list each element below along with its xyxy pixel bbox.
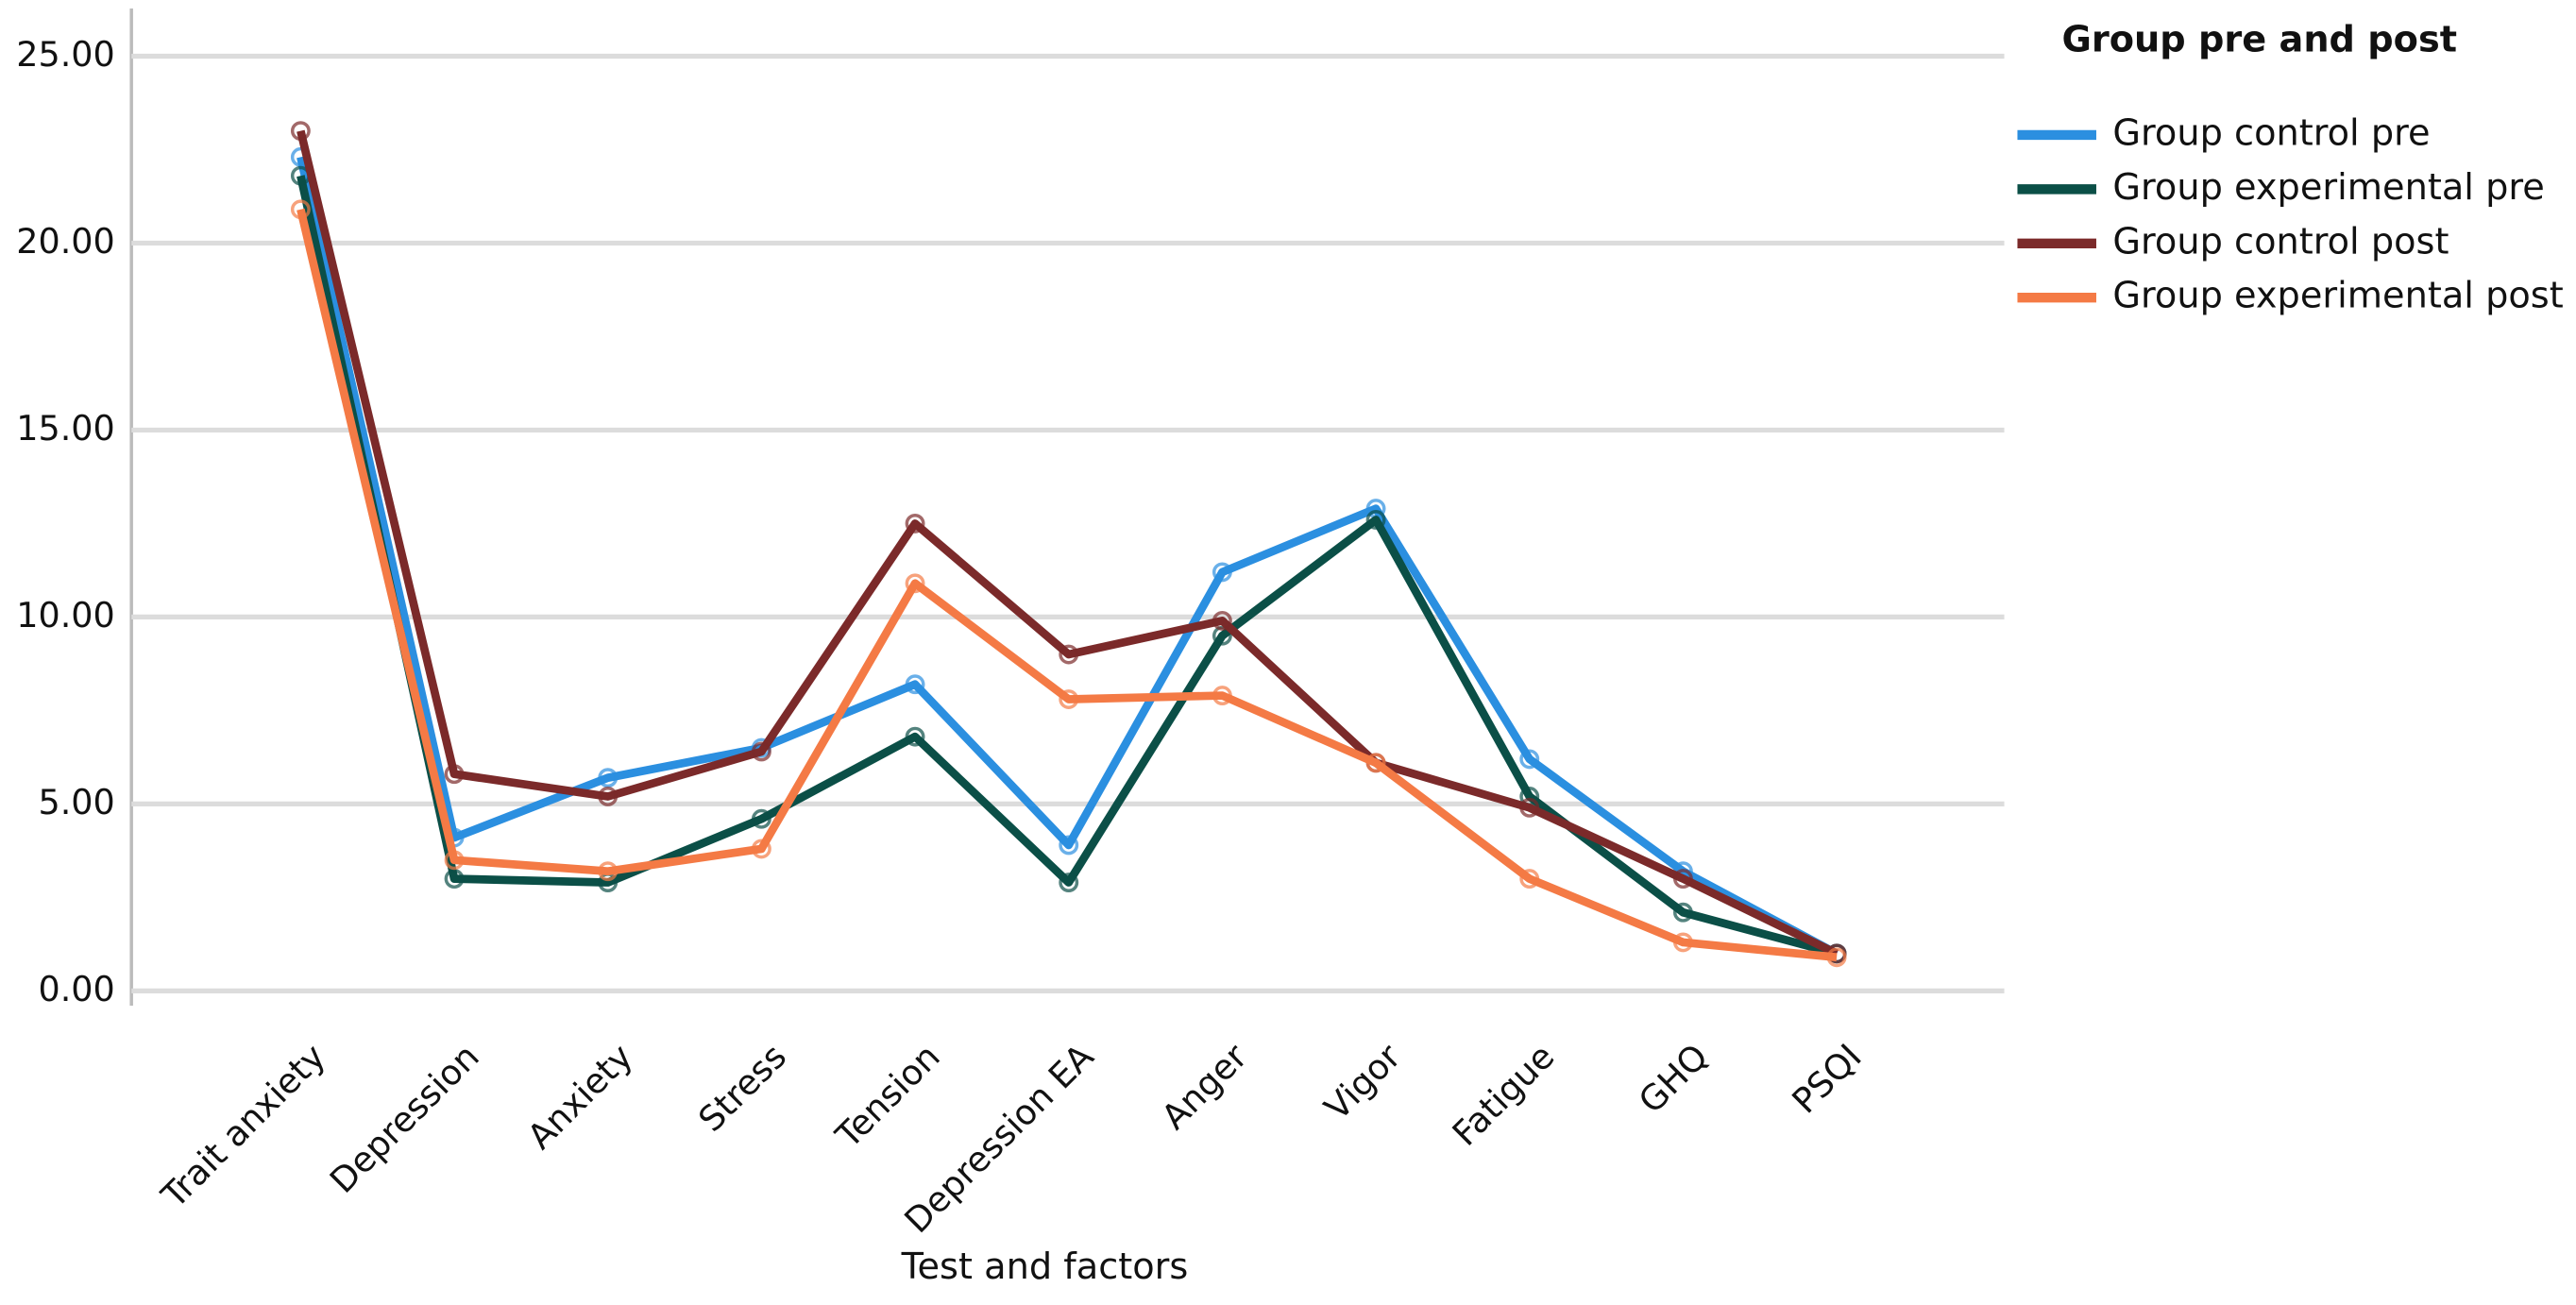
- point: [905, 513, 925, 534]
- y-tick-label: 15.00: [16, 408, 115, 449]
- point: [1519, 797, 1540, 818]
- point: [1059, 644, 1079, 665]
- x-tick-label: Trait anxiety: [153, 1036, 333, 1216]
- point: [444, 764, 465, 785]
- point: [905, 726, 925, 747]
- x-tick-label: Vigor: [1316, 1035, 1409, 1127]
- point: [1212, 686, 1232, 706]
- y-tick-label: 20.00: [16, 221, 115, 262]
- y-tick-label: 25.00: [16, 34, 115, 75]
- legend-label: Group control post: [2112, 220, 2449, 263]
- x-tick-label: GHQ: [1631, 1036, 1716, 1121]
- legend-label: Group control pre: [2112, 111, 2430, 154]
- point: [1059, 835, 1079, 856]
- point: [1059, 689, 1079, 709]
- legend-title: Group pre and post: [2061, 18, 2457, 60]
- x-tick-label: Anxiety: [519, 1036, 640, 1157]
- series-line: [297, 156, 1839, 958]
- y-tick-label: 5.00: [38, 782, 114, 822]
- y-tick-label: 10.00: [16, 595, 115, 636]
- series-line: [297, 208, 1838, 962]
- y-tick-label: 0.00: [38, 969, 114, 1009]
- point: [1826, 947, 1847, 968]
- x-tick-label: Depression: [322, 1036, 487, 1201]
- series-line: [297, 129, 1839, 958]
- point: [1672, 869, 1693, 890]
- x-axis-label: Test and factors: [901, 1246, 1189, 1288]
- point: [598, 861, 619, 882]
- x-tick-label: Fatigue: [1445, 1036, 1563, 1154]
- point: [598, 768, 619, 788]
- point: [905, 573, 925, 594]
- point: [1519, 869, 1540, 890]
- x-tick-label: Tension: [827, 1036, 948, 1157]
- point: [905, 674, 925, 695]
- point: [1059, 873, 1079, 893]
- point: [1212, 562, 1232, 583]
- point: [444, 869, 465, 890]
- point: [1365, 753, 1386, 773]
- point: [1519, 749, 1540, 770]
- point: [444, 850, 465, 871]
- point: [751, 741, 771, 762]
- point: [1365, 510, 1386, 530]
- point: [290, 199, 311, 220]
- point: [1672, 932, 1693, 953]
- x-tick-label: PSQI: [1784, 1036, 1869, 1121]
- x-tick-label: Anger: [1154, 1035, 1256, 1137]
- point: [598, 787, 619, 806]
- point: [290, 121, 311, 142]
- legend-label: Group experimental post: [2112, 275, 2563, 317]
- point: [751, 839, 771, 859]
- point: [1212, 610, 1232, 631]
- point: [1672, 902, 1693, 923]
- legend-label: Group experimental pre: [2112, 166, 2544, 209]
- point: [751, 808, 771, 829]
- x-tick-label: Stress: [690, 1036, 794, 1140]
